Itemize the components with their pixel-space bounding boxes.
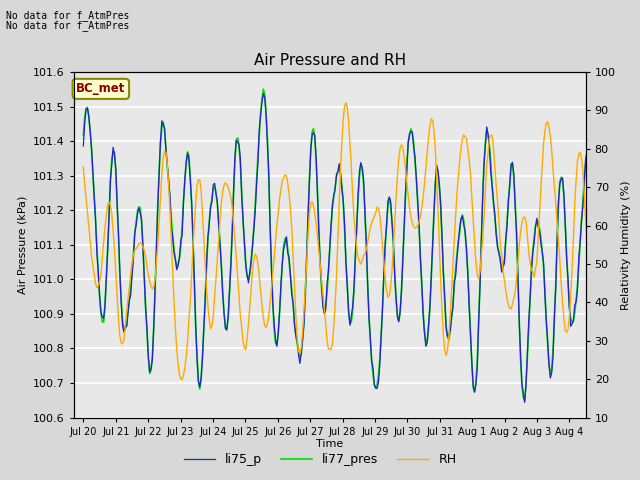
Text: BC_met: BC_met [76,83,125,96]
li77_pres [260,86,268,92]
li77_pres [596,381,604,387]
li77_pres [348,319,355,325]
Y-axis label: Air Pressure (kPa): Air Pressure (kPa) [17,196,28,294]
Line: RH: RH [83,103,602,379]
li77_pres [79,132,87,138]
RH [97,272,105,277]
RH [596,228,604,234]
li75_p [596,375,604,381]
li75_p [529,250,536,256]
Text: No data for f_AtmPres: No data for f_AtmPres [6,20,130,31]
li77_pres [113,201,121,206]
RH [452,213,460,219]
Line: li75_p: li75_p [83,94,602,402]
li77_pres [451,285,458,290]
li75_p [348,312,355,318]
RH [529,269,536,275]
Line: li77_pres: li77_pres [83,89,602,400]
li75_p [451,278,458,284]
Y-axis label: Relativity Humidity (%): Relativity Humidity (%) [621,180,631,310]
RH [79,164,87,170]
RH [598,210,605,216]
li77_pres [529,249,536,254]
Legend: li75_p, li77_pres, RH: li75_p, li77_pres, RH [179,448,461,471]
RH [349,193,356,199]
li75_p [79,143,87,149]
RH [113,295,121,301]
li75_p [97,309,105,314]
li75_p [260,91,268,96]
Text: No data for f_AtmPres: No data for f_AtmPres [6,11,130,22]
li77_pres [598,373,605,379]
li77_pres [521,397,529,403]
X-axis label: Time: Time [316,439,343,449]
li75_p [598,374,605,380]
li75_p [113,202,121,208]
RH [342,100,350,106]
RH [179,376,186,382]
li75_p [521,399,529,405]
li77_pres [97,311,105,316]
Title: Air Pressure and RH: Air Pressure and RH [253,53,406,68]
